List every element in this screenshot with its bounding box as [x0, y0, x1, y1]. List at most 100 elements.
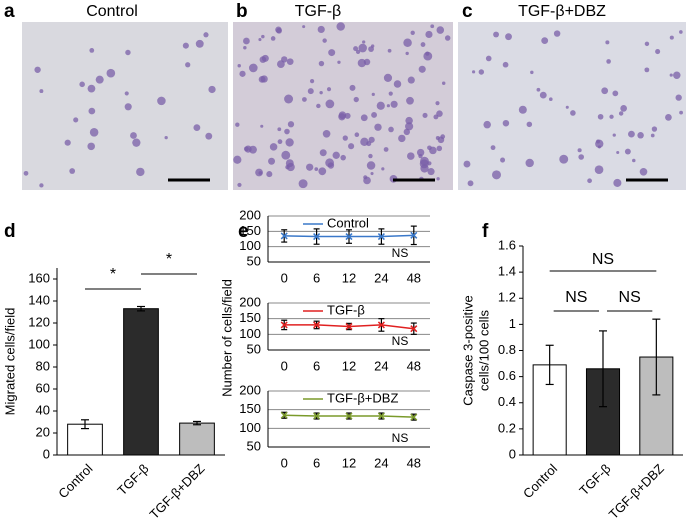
cell: [286, 58, 294, 66]
y-tick-label: 150: [239, 310, 261, 325]
cell: [208, 85, 216, 94]
cell: [436, 110, 443, 117]
cell: [298, 179, 308, 189]
cell: [407, 152, 415, 160]
cell: [195, 39, 204, 48]
cell: [639, 167, 648, 176]
cell: [393, 80, 402, 88]
cell: [258, 75, 266, 83]
cell: [322, 38, 327, 43]
cell: [605, 40, 610, 45]
panel-label: f: [482, 221, 489, 242]
cell: [669, 35, 674, 40]
annotation: *: [166, 251, 172, 268]
cell: [435, 101, 440, 106]
cell: [478, 69, 485, 75]
cell: [164, 136, 168, 140]
marker: [377, 321, 385, 329]
cell: [467, 180, 474, 187]
cell: [436, 26, 445, 34]
cell: [429, 146, 437, 155]
cell: [39, 89, 44, 94]
y-axis-title: Migrated cells/field: [2, 308, 17, 416]
cell: [679, 110, 683, 115]
cell: [612, 133, 616, 137]
annotation: NS: [565, 289, 587, 306]
cell: [644, 67, 650, 73]
x-tick-label: 48: [407, 358, 421, 373]
cell: [309, 79, 315, 84]
cell: [157, 96, 166, 106]
cell: [314, 167, 319, 171]
cell: [410, 30, 415, 36]
cell: [360, 137, 369, 147]
y-tick-label: 1: [509, 316, 516, 331]
image-title: TGF-β: [295, 3, 342, 20]
cell: [235, 122, 240, 127]
cell: [655, 49, 661, 55]
cell: [405, 122, 414, 131]
cell: [570, 110, 576, 116]
cell: [255, 168, 263, 177]
cell: [403, 38, 412, 48]
annotation: NS: [392, 246, 409, 260]
marker: [280, 232, 288, 240]
cell: [669, 73, 673, 77]
panel-label: d: [4, 221, 16, 242]
y-tick-label: 0.6: [498, 368, 516, 383]
cell: [342, 135, 348, 141]
x-tick-label: 6: [313, 270, 320, 285]
y-tick-label: 120: [28, 314, 50, 329]
cell: [284, 128, 290, 135]
x-tick-label: 12: [342, 455, 356, 470]
cell: [440, 134, 446, 139]
cell: [628, 130, 635, 138]
cell: [337, 60, 341, 64]
cell: [239, 70, 246, 77]
cell: [95, 75, 104, 84]
y-tick-label: 80: [36, 358, 50, 373]
cell: [353, 96, 359, 103]
cell: [463, 160, 471, 168]
cell: [418, 65, 426, 73]
y-tick-label: 0: [43, 446, 50, 461]
cell: [73, 117, 79, 123]
cell: [613, 178, 622, 187]
marker: [345, 233, 353, 241]
y-tick-label: 40: [36, 402, 50, 417]
y-tick-label: 1.2: [498, 290, 516, 305]
cell: [355, 49, 361, 54]
cell: [616, 150, 620, 155]
cell: [89, 48, 95, 53]
cell: [490, 145, 496, 151]
y-tick-label: 0.4: [498, 394, 516, 409]
cell: [539, 91, 547, 99]
image-title: Control: [86, 3, 138, 20]
marker: [377, 412, 385, 420]
cell: [281, 150, 291, 160]
y-tick-label: 0.8: [498, 342, 516, 357]
cell: [203, 32, 209, 38]
bar: [179, 422, 215, 456]
cell: [285, 138, 294, 147]
cell: [390, 100, 398, 108]
x-tick-label: 6: [313, 455, 320, 470]
y-tick-label: 150: [239, 223, 261, 238]
cell: [665, 113, 672, 121]
marker: [345, 412, 353, 420]
cell: [124, 103, 132, 111]
cell: [353, 46, 359, 52]
annotation: NS: [392, 431, 409, 445]
marker: [280, 321, 288, 329]
cell: [124, 91, 129, 96]
cell: [340, 154, 346, 161]
cell: [363, 176, 371, 185]
cell: [243, 37, 250, 45]
y-tick-label: 200: [239, 207, 261, 222]
legend-label: TGF-β+DBZ: [327, 390, 398, 405]
cell: [502, 61, 509, 68]
marker: [313, 321, 321, 329]
cell: [205, 132, 213, 140]
cell: [383, 147, 389, 152]
